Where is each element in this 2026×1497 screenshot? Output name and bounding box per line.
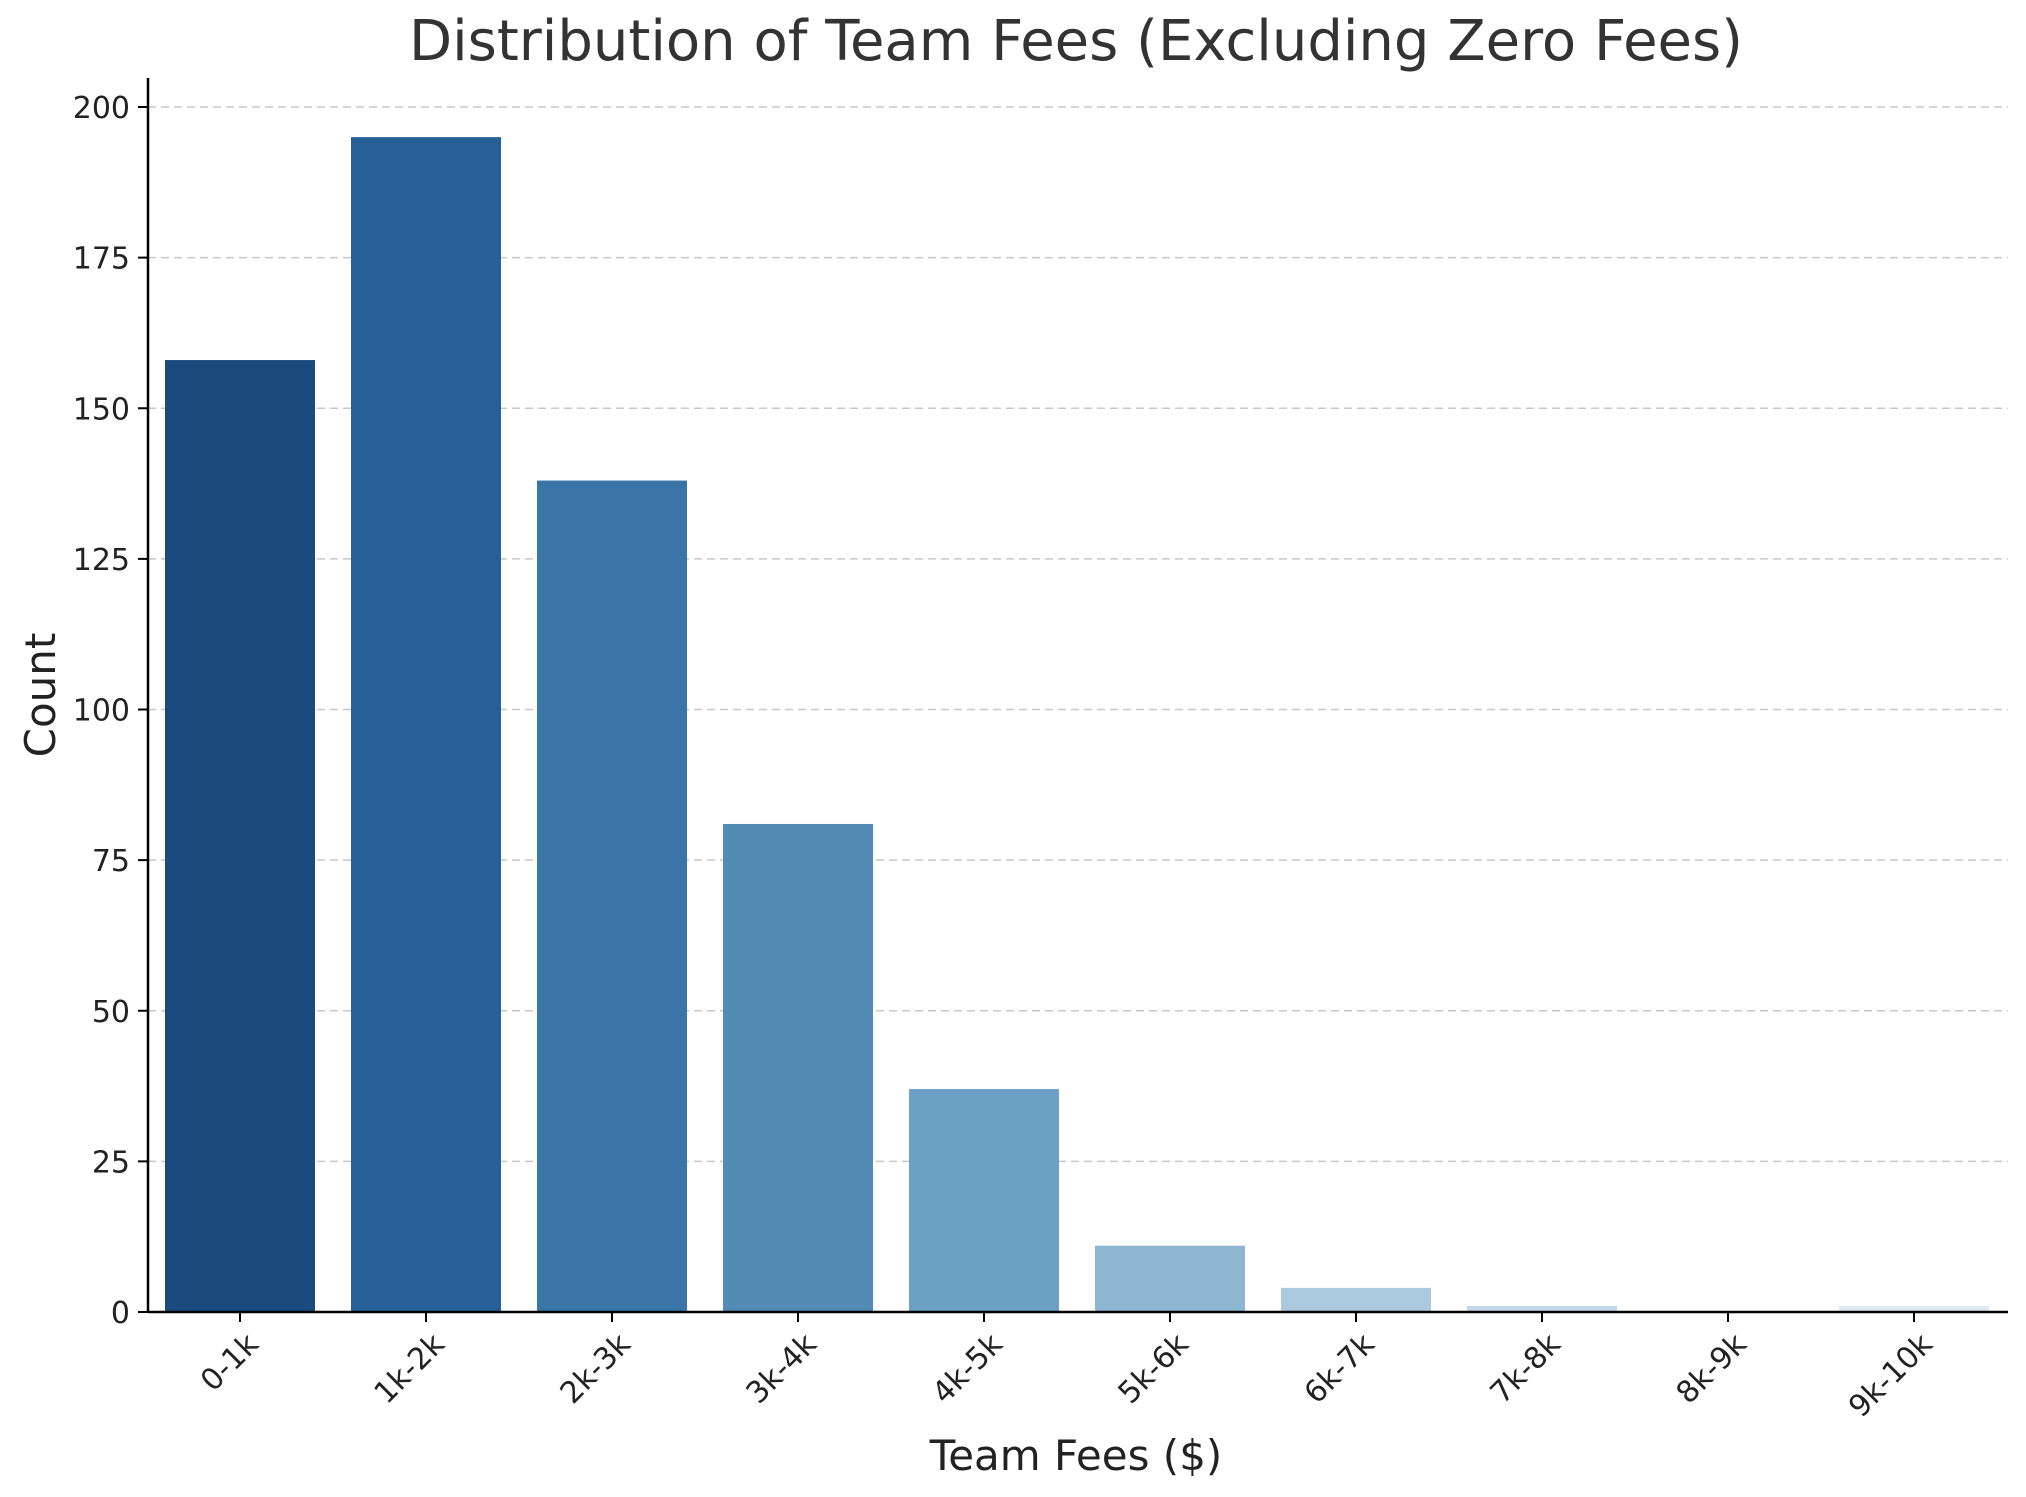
x-tick-label: 3k-4k (740, 1326, 824, 1410)
y-tick-label: 100 (73, 694, 130, 729)
y-tick-label: 0 (111, 1296, 130, 1331)
bar-5k-6k (1095, 1245, 1245, 1312)
bar-1k-2k (351, 137, 501, 1312)
y-axis-label: Count (16, 633, 65, 758)
x-tick-label: 6k-7k (1298, 1326, 1382, 1410)
x-tick-label: 2k-3k (554, 1326, 638, 1410)
x-tick-label: 0-1k (194, 1326, 266, 1398)
x-tick-label: 7k-8k (1484, 1326, 1568, 1410)
bars (165, 137, 1989, 1312)
gridlines (148, 106, 2008, 1163)
x-tick-label: 5k-6k (1112, 1326, 1196, 1410)
bar-6k-7k (1281, 1287, 1431, 1312)
y-tick-label: 25 (92, 1145, 130, 1180)
y-tick-label: 175 (73, 242, 130, 277)
bar-9k-10k (1839, 1305, 1989, 1312)
bar-3k-4k (723, 823, 873, 1312)
bar-4k-5k (909, 1089, 1059, 1312)
y-tick-label: 50 (92, 995, 130, 1030)
x-axis-ticks: 0-1k 1k-2k 2k-3k 3k-4k 4k-5k 5k-6k 6k-7k 7k-8k 8… (194, 1312, 1940, 1424)
x-tick-label: 1k-2k (368, 1326, 452, 1410)
y-tick-label: 125 (73, 543, 130, 578)
x-tick-label: 8k-9k (1670, 1326, 1754, 1410)
y-axis-ticks: 0 25 50 75 100 125 150 175 200 (73, 91, 148, 1331)
bar-0-1k (165, 360, 315, 1312)
bar-7k-8k (1467, 1305, 1617, 1312)
y-tick-label: 150 (73, 392, 130, 427)
x-tick-label: 9k-10k (1842, 1326, 1940, 1424)
x-tick-label: 4k-5k (926, 1326, 1010, 1410)
y-tick-label: 75 (92, 844, 130, 879)
bar-2k-3k (537, 480, 687, 1312)
x-axis-label: Team Fees ($) (929, 1431, 1223, 1480)
y-tick-label: 200 (73, 91, 130, 126)
chart-title: Distribution of Team Fees (Excluding Zer… (409, 9, 1743, 74)
